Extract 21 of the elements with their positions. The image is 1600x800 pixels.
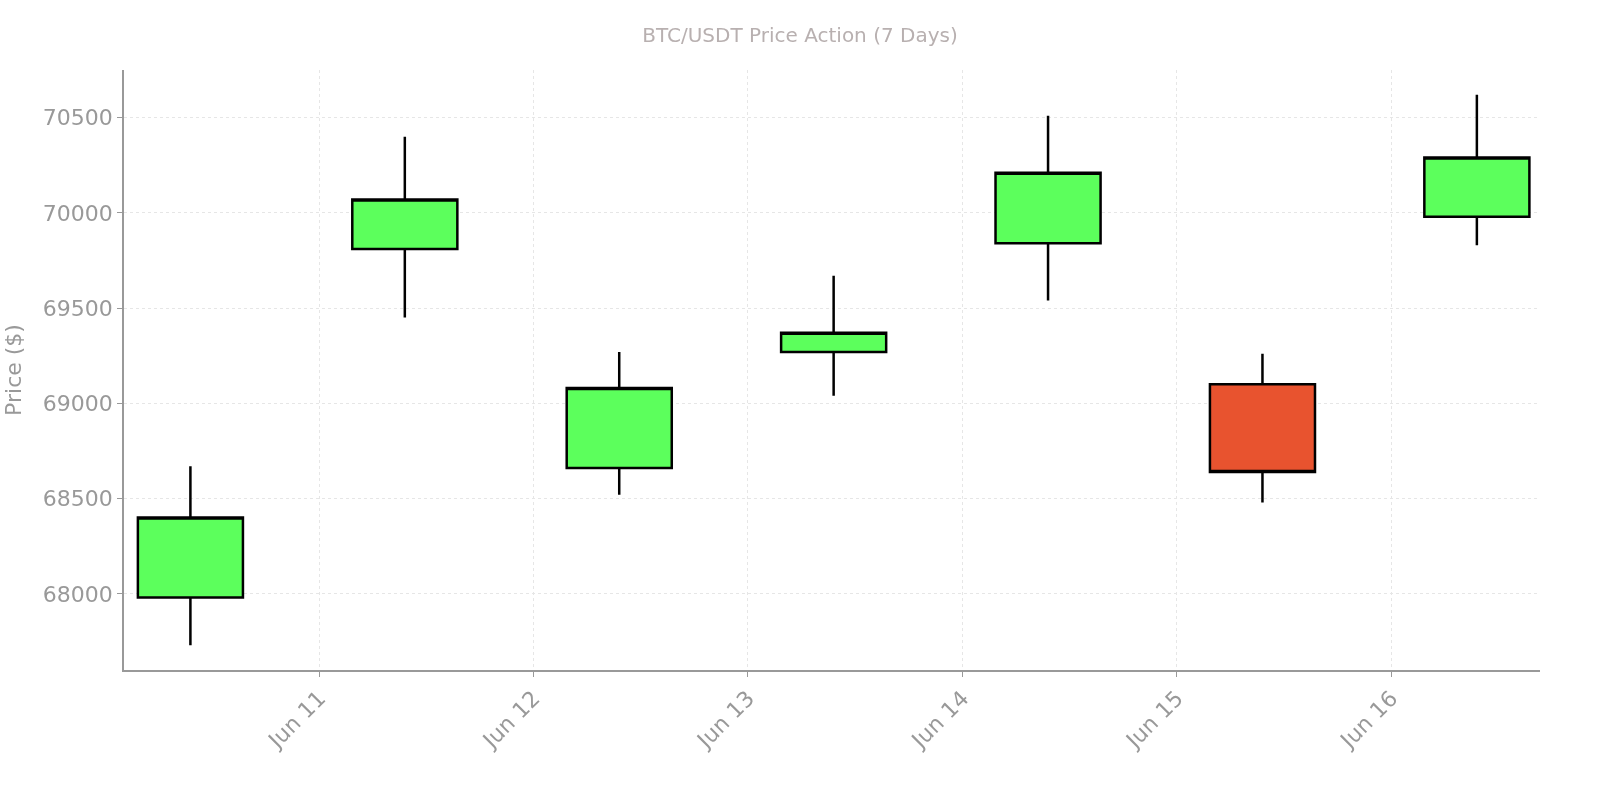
y-tick-label: 69500 [42,295,113,321]
y-tick-label: 69000 [42,391,113,417]
candlestick [779,274,888,397]
candlestick [565,350,674,497]
x-tick-label: Jun 11 [262,685,331,754]
y-tick-label: 68500 [42,486,113,512]
x-tick-label: Jun 15 [1119,685,1188,754]
y-tick-label: 70000 [42,200,113,226]
candlestick [351,135,459,319]
x-tick-label: Jun 14 [905,685,974,754]
chart-title: BTC/USDT Price Action (7 Days) [642,23,958,47]
candlestick [136,464,245,647]
x-tick-label: Jun 16 [1334,685,1403,754]
x-tick-label: Jun 12 [476,685,545,754]
candlestick [1208,352,1317,504]
candlestick [994,114,1102,302]
candlestick [1423,93,1531,247]
y-axis-title: Price ($) [1,324,27,416]
x-tick-label: Jun 13 [691,685,760,754]
y-tick-label: 68000 [42,581,113,607]
y-tick-label: 70500 [42,105,113,131]
